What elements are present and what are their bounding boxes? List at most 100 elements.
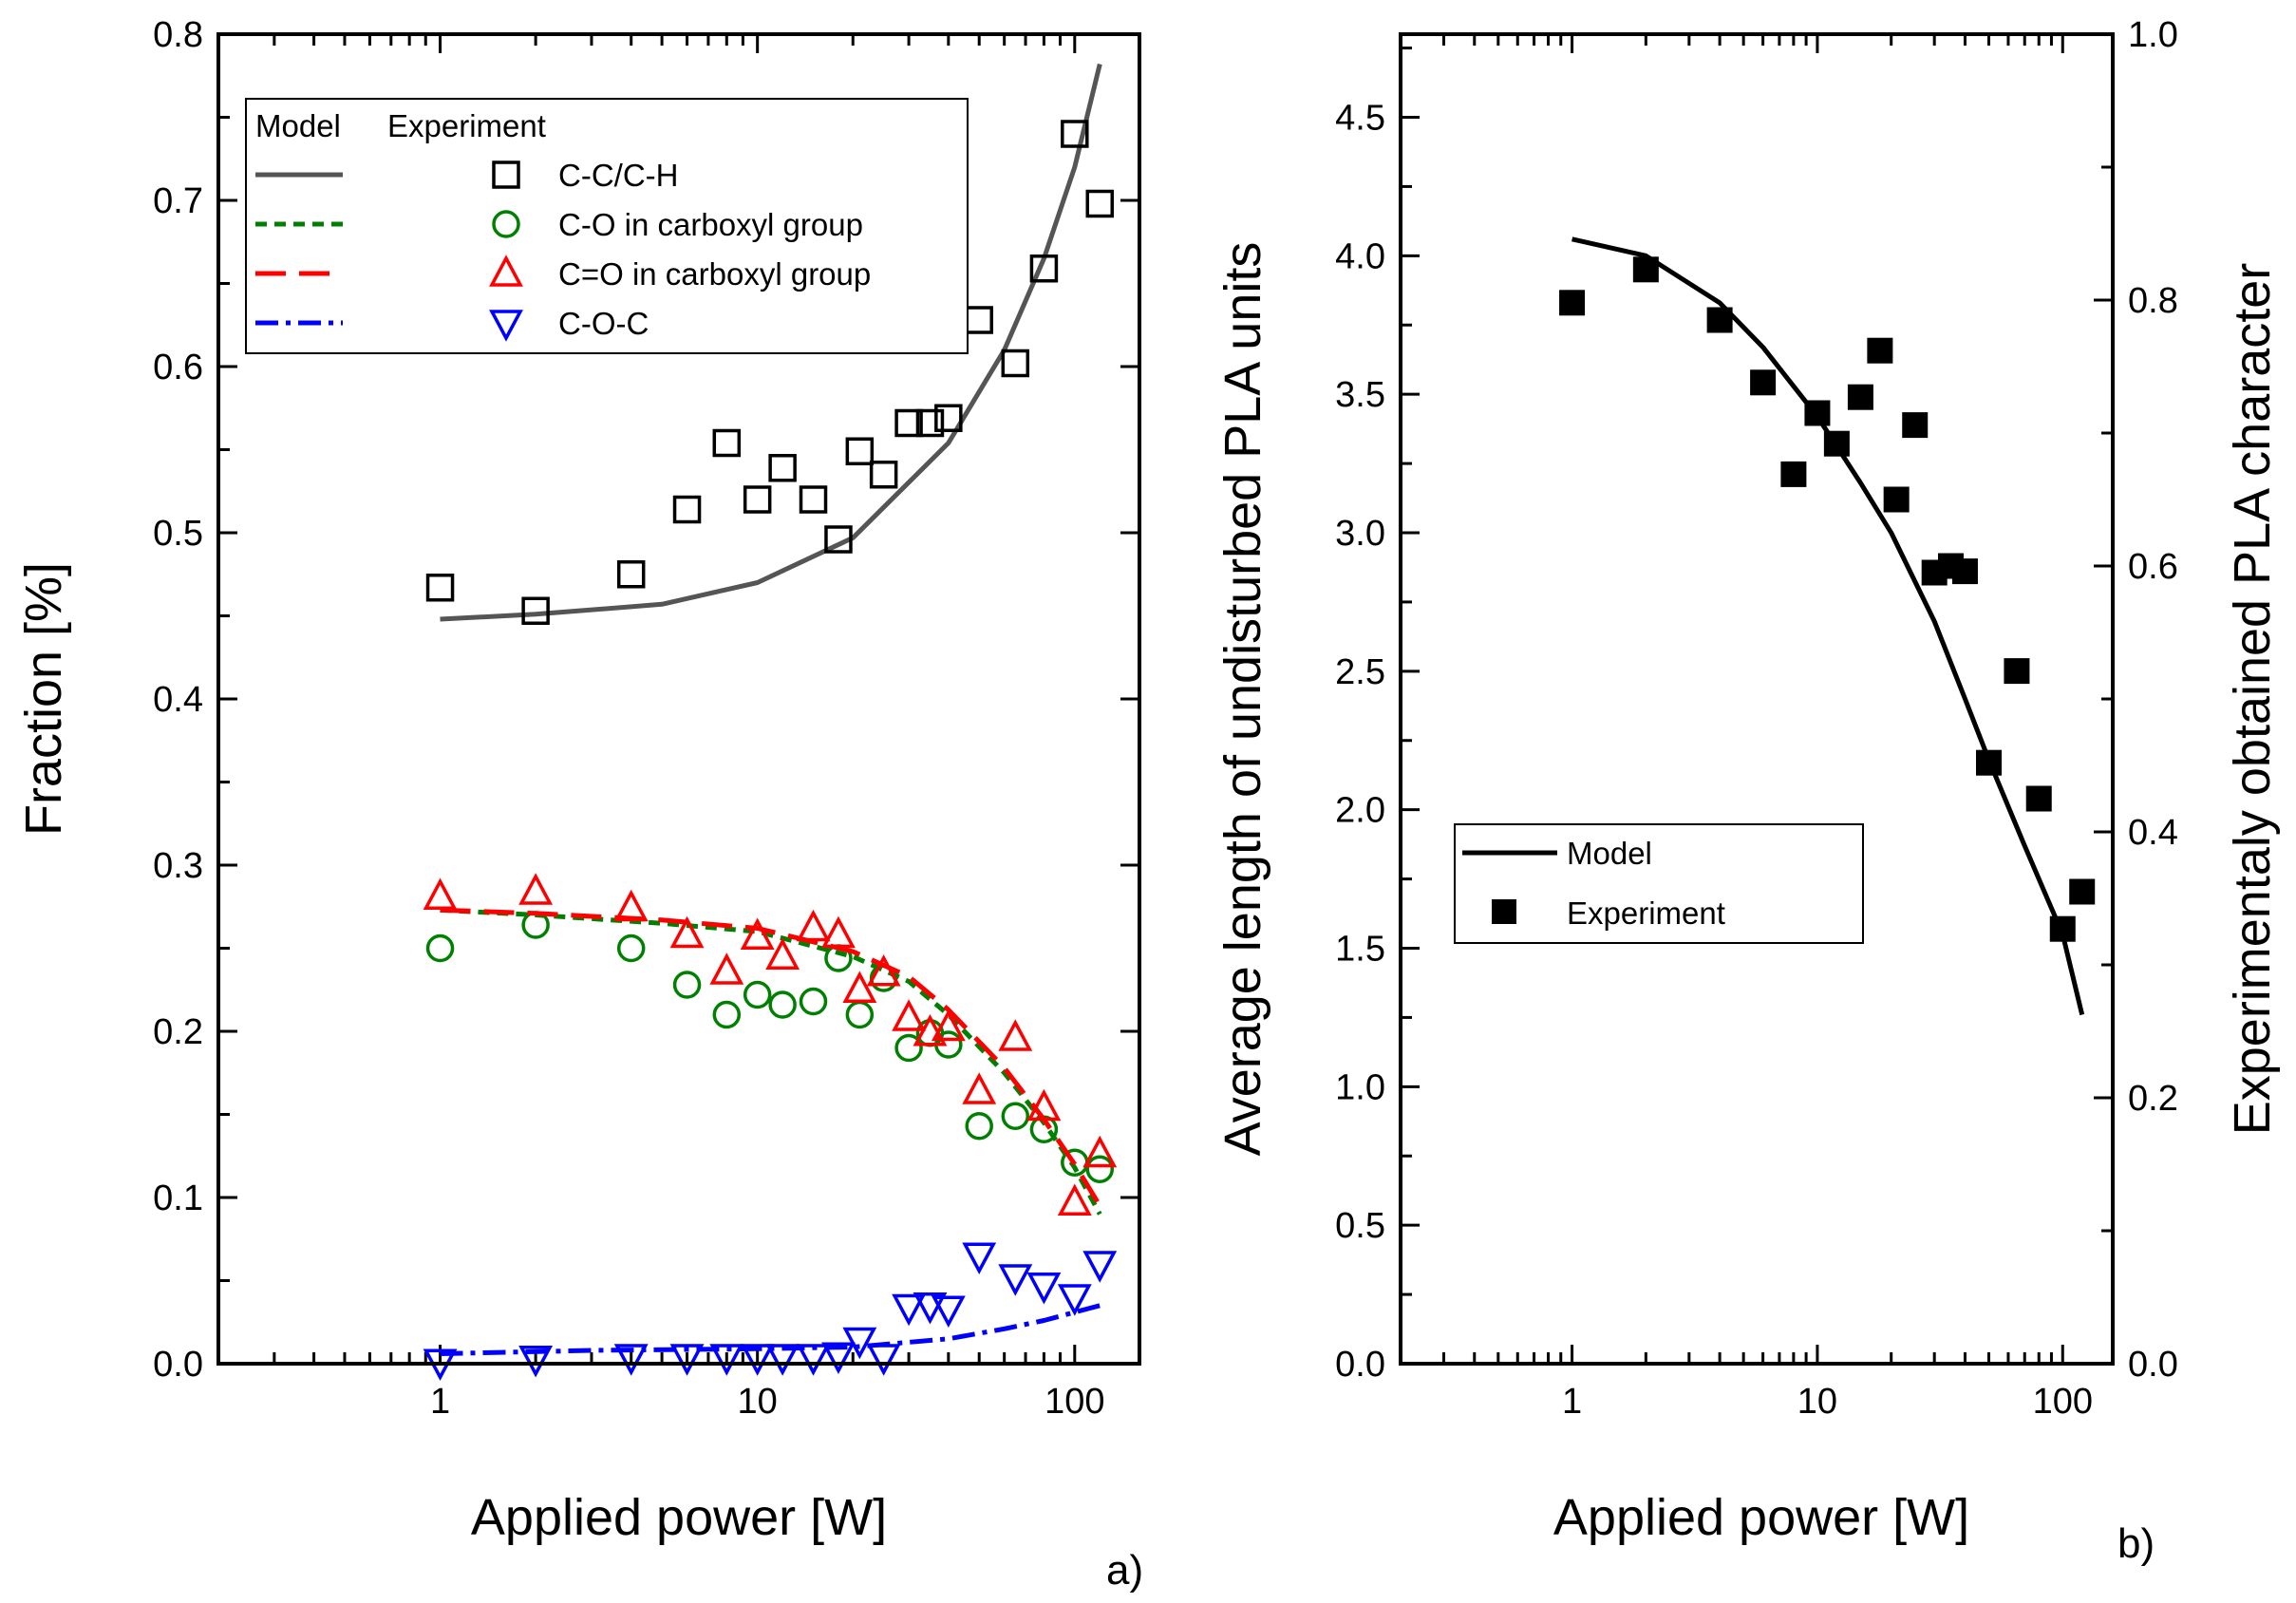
data-point-1: [672, 971, 702, 999]
panel-b-y-tick-label: 3.0: [1335, 514, 1385, 554]
data-point-1: [965, 1112, 993, 1141]
data-point-3: [669, 1344, 705, 1376]
data-point-1: [845, 1000, 875, 1029]
data-point-b: [1951, 558, 1978, 585]
panel-b-plot-frame: [1399, 32, 2115, 1366]
panel-b-series: [1559, 236, 2096, 1016]
panel-a-y-tick-label: 0.6: [153, 348, 203, 387]
data-point-3: [913, 1292, 948, 1325]
data-point-2: [892, 999, 927, 1031]
data-point-0: [743, 485, 772, 514]
panel-a-x-tick-label: 1: [430, 1382, 450, 1422]
data-point-b: [1559, 290, 1586, 316]
panel-a-legend-box: [245, 98, 969, 354]
data-point-b: [1750, 369, 1777, 396]
data-point-3: [866, 1344, 901, 1376]
data-point-1: [743, 980, 772, 1009]
data-point-2: [1057, 1183, 1092, 1216]
data-point-0: [425, 574, 455, 602]
legend-label-2: C=O in carboxyl group: [558, 256, 871, 292]
panel-b-y-tick-label: 2.5: [1335, 652, 1385, 692]
data-point-3: [842, 1327, 877, 1360]
legend-marker-3: [489, 310, 523, 342]
data-point-b: [1975, 749, 2002, 776]
panel-a-y-tick-label: 0.1: [153, 1179, 203, 1218]
data-point-b: [1804, 400, 1831, 426]
data-point-0: [672, 495, 702, 524]
data-point-3: [892, 1293, 927, 1327]
data-point-0: [824, 525, 853, 554]
data-point-2: [518, 873, 554, 905]
data-point-3: [931, 1295, 966, 1328]
legend-label-3: C-O-C: [558, 306, 649, 341]
data-point-2: [821, 915, 856, 949]
panel-a-y-tick-label: 0.8: [153, 15, 203, 55]
data-point-0: [869, 461, 898, 489]
panel-b-y-tick-label: 0.5: [1335, 1206, 1385, 1246]
panel-b-x-tick-label: 10: [1797, 1382, 1837, 1422]
data-point-1: [616, 934, 646, 963]
panel-a-y-axis-label: Fraction [%]: [15, 562, 72, 836]
panel-b-x-tick-label: 1: [1562, 1382, 1582, 1422]
data-point-3: [998, 1264, 1033, 1296]
data-point-b: [2025, 785, 2052, 812]
legend-label-1: C-O in carboxyl group: [558, 207, 863, 242]
panel-a-label: a): [1106, 1547, 1143, 1594]
panel-a: 1 10 100 0.0 0.1 0.2 0.3 0.4 0.5 0.6 0.7 0.8 Model …: [15, 15, 1143, 1594]
data-point-2: [866, 954, 901, 987]
data-point-2: [423, 877, 458, 910]
panel-b-y-tick-label: 3.5: [1335, 375, 1385, 415]
panel-b-y-tick-label: 0.0: [1335, 1345, 1385, 1385]
data-point-0: [965, 306, 993, 334]
panel-b-ticks: 1 10 100 0.0 0.5 1.0 1.5 2.0 2.5 3.0 3.5 4.0 4.5 0.0 0…: [1335, 15, 2178, 1422]
data-point-1: [1085, 1155, 1115, 1183]
data-point-3: [765, 1344, 800, 1376]
panel-b-y-tick-label: 4.0: [1335, 236, 1385, 276]
model-line-1: [440, 907, 1102, 1216]
panel-b-right-y-tick-label: 0.4: [2128, 813, 2178, 853]
panel-b-right-y-tick-label: 0.0: [2128, 1345, 2178, 1385]
model-line-0: [440, 63, 1102, 622]
data-point-b: [1902, 412, 1929, 439]
panel-b-y2-axis-label: Experimentaly obtained PLA character: [2224, 263, 2281, 1136]
data-point-2: [842, 971, 877, 1003]
data-point-1: [894, 1033, 923, 1063]
data-point-3: [613, 1344, 649, 1376]
panel-b-x-tick-label: 100: [2033, 1382, 2093, 1422]
panel-b-x-axis-label: Applied power [W]: [1553, 1489, 1969, 1546]
data-point-0: [1029, 255, 1059, 283]
data-point-2: [669, 915, 705, 949]
data-point-1: [425, 934, 455, 963]
data-point-2: [931, 1009, 966, 1042]
data-point-3: [709, 1344, 744, 1376]
data-point-0: [521, 596, 550, 625]
panel-b: 1 10 100 0.0 0.5 1.0 1.5 2.0 2.5 3.0 3.5 4.0 4.5 0.0 0…: [1214, 15, 2281, 1567]
panel-b-y-axis-label: Average length of undisturbed PLA units: [1214, 242, 1271, 1157]
data-point-b: [2004, 658, 2030, 685]
panel-b-y-tick-label: 2.0: [1335, 791, 1385, 831]
panel-a-legend-rows: C-C/C-H C-O in carboxyl group C=O in carbo…: [255, 158, 871, 342]
panel-b-right-y-tick-label: 1.0: [2128, 15, 2178, 55]
panel-b-right-y-tick-label: 0.6: [2128, 547, 2178, 587]
data-point-b: [2069, 878, 2096, 905]
panel-b-legend-box: [1454, 823, 1864, 944]
data-point-3: [1082, 1251, 1118, 1283]
data-point-1: [1001, 1102, 1030, 1130]
data-point-0: [1085, 189, 1115, 218]
panel-a-y-tick-label: 0.2: [153, 1012, 203, 1052]
legend-marker-0: [492, 160, 520, 189]
panel-b-legend: Model Experiment: [1454, 823, 1864, 944]
data-point-2: [613, 889, 649, 922]
panel-b-y-tick-label: 1.5: [1335, 930, 1385, 970]
data-point-2: [709, 952, 744, 985]
data-point-0: [712, 428, 742, 458]
data-point-b: [1706, 307, 1733, 333]
data-point-0: [845, 437, 875, 465]
data-point-1: [799, 987, 828, 1016]
data-point-2: [1082, 1135, 1118, 1168]
panel-a-x-tick-label: 10: [738, 1382, 778, 1422]
legend-marker-1: [492, 210, 520, 238]
data-point-2: [740, 917, 775, 950]
legend-header-experiment: Experiment: [387, 108, 546, 143]
